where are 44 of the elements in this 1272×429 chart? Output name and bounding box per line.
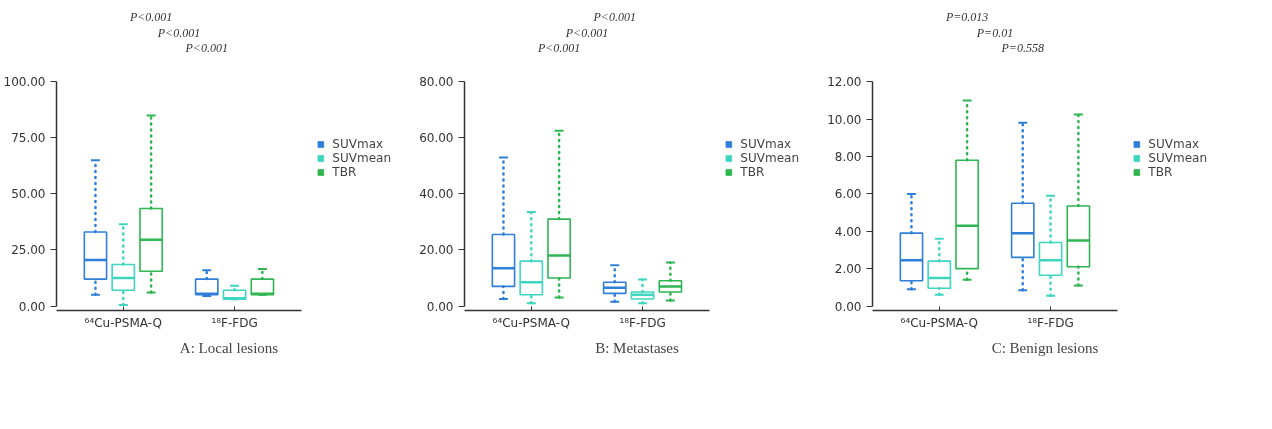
y-tick-label: 8.00 xyxy=(834,150,862,164)
x-tick-label: ⁶⁴Cu-PSMA-Q xyxy=(84,315,162,330)
y-tick-label: 75.00 xyxy=(11,131,46,146)
text: P<0.001 xyxy=(128,9,173,24)
text: B: Metastases xyxy=(595,339,680,356)
legend-label: TBR xyxy=(740,164,765,179)
y-tick-label: 40.00 xyxy=(419,187,454,202)
y-tick-label: 0.00 xyxy=(834,299,862,314)
y-tick-label: 50.00 xyxy=(11,187,46,202)
y-tick-label: 0.00 xyxy=(426,299,454,314)
text: P<0.001 xyxy=(156,25,201,40)
text: P<0.001 xyxy=(564,25,609,40)
y-tick-label: 0.00 xyxy=(18,299,46,314)
y-tick-label: 100.00 xyxy=(3,75,46,90)
legend-label: TBR xyxy=(1148,164,1173,179)
legend-label: SUVmax xyxy=(1148,136,1200,151)
y-tick-label: 25.00 xyxy=(11,243,46,258)
x-tick-label: ⁶⁴Cu-PSMA-Q xyxy=(492,315,570,330)
legend-label: SUVmax xyxy=(740,136,792,151)
x-tick-label: ⁶⁴Cu-PSMA-Q xyxy=(900,315,978,330)
y-tick-label: 80.00 xyxy=(419,75,454,90)
y-tick-label: 6.00 xyxy=(834,187,862,202)
y-tick-label: 4.00 xyxy=(834,224,862,239)
y-tick-label: 12.00 xyxy=(827,75,862,90)
legend-label: TBR xyxy=(332,164,357,179)
x-tick-label: ¹⁸F-FDG xyxy=(619,315,666,330)
x-tick-label: ¹⁸F-FDG xyxy=(1027,315,1074,330)
legend-label: SUVmean xyxy=(740,150,799,165)
text: C: Benign lesions xyxy=(991,339,1099,356)
legend-label: SUVmean xyxy=(332,150,391,165)
text: P<0.001 xyxy=(184,41,228,56)
text: P<0.001 xyxy=(536,41,581,56)
text: A: Local lesions xyxy=(179,339,279,356)
y-tick-label: 60.00 xyxy=(419,131,454,146)
text: P=0.01 xyxy=(975,25,1014,40)
text: P=0.558 xyxy=(1000,41,1044,56)
y-tick-label: 20.00 xyxy=(419,243,454,258)
y-tick-label: 10.00 xyxy=(827,112,862,127)
legend-label: SUVmean xyxy=(1148,150,1207,165)
text: P=0.013 xyxy=(944,9,989,24)
x-tick-label: ¹⁸F-FDG xyxy=(211,315,258,330)
text: P<0.001 xyxy=(592,9,636,24)
y-tick-label: 2.00 xyxy=(834,262,862,277)
legend-label: SUVmax xyxy=(332,136,384,151)
